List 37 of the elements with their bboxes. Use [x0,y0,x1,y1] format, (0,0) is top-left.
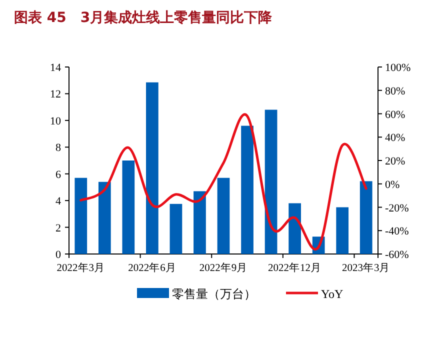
x-tick-label: 2022年12月 [268,262,322,274]
y-tick-label: 8 [56,142,62,154]
y-tick-label: 0 [56,249,62,261]
bar [194,191,206,254]
bar [264,110,278,254]
y2-tick-label: 100% [385,62,411,74]
bar [170,204,182,254]
y2-tick-label: -20% [385,202,409,214]
bar [122,160,135,254]
x-tick-label: 2022年6月 [128,262,176,274]
y2-tick-label: 60% [385,108,406,121]
y2-tick-label: 80% [385,85,406,98]
y2-tick-label: 40% [385,132,406,144]
bar [217,178,230,254]
bar [74,178,88,254]
bar [336,207,349,254]
y2-tick-label: -40% [385,226,409,238]
bar [360,181,372,254]
bar [146,82,158,254]
x-tick-label: 2023年3月 [342,262,390,274]
y-tick-label: 6 [56,168,62,181]
legend-label: YoY [321,287,344,301]
bar [288,203,301,254]
y-tick-label: 10 [50,115,62,128]
y-tick-label: 14 [50,62,62,74]
bar [98,182,111,254]
y-tick-label: 12 [50,88,61,101]
x-tick-label: 2022年9月 [199,262,248,274]
y-tick-label: 4 [56,196,62,208]
legend-label: 零售量（万台） [172,287,256,301]
y2-tick-label: -60% [385,249,409,261]
y-tick-label: 2 [56,222,61,234]
chart-title: 图表 45 3月集成灶线上零售量同比下降 [14,10,274,26]
y2-tick-label: 20% [385,156,406,168]
y2-tick-label: 0% [385,178,400,191]
x-tick-label: 2022年3月 [56,262,106,274]
bar [241,126,254,254]
